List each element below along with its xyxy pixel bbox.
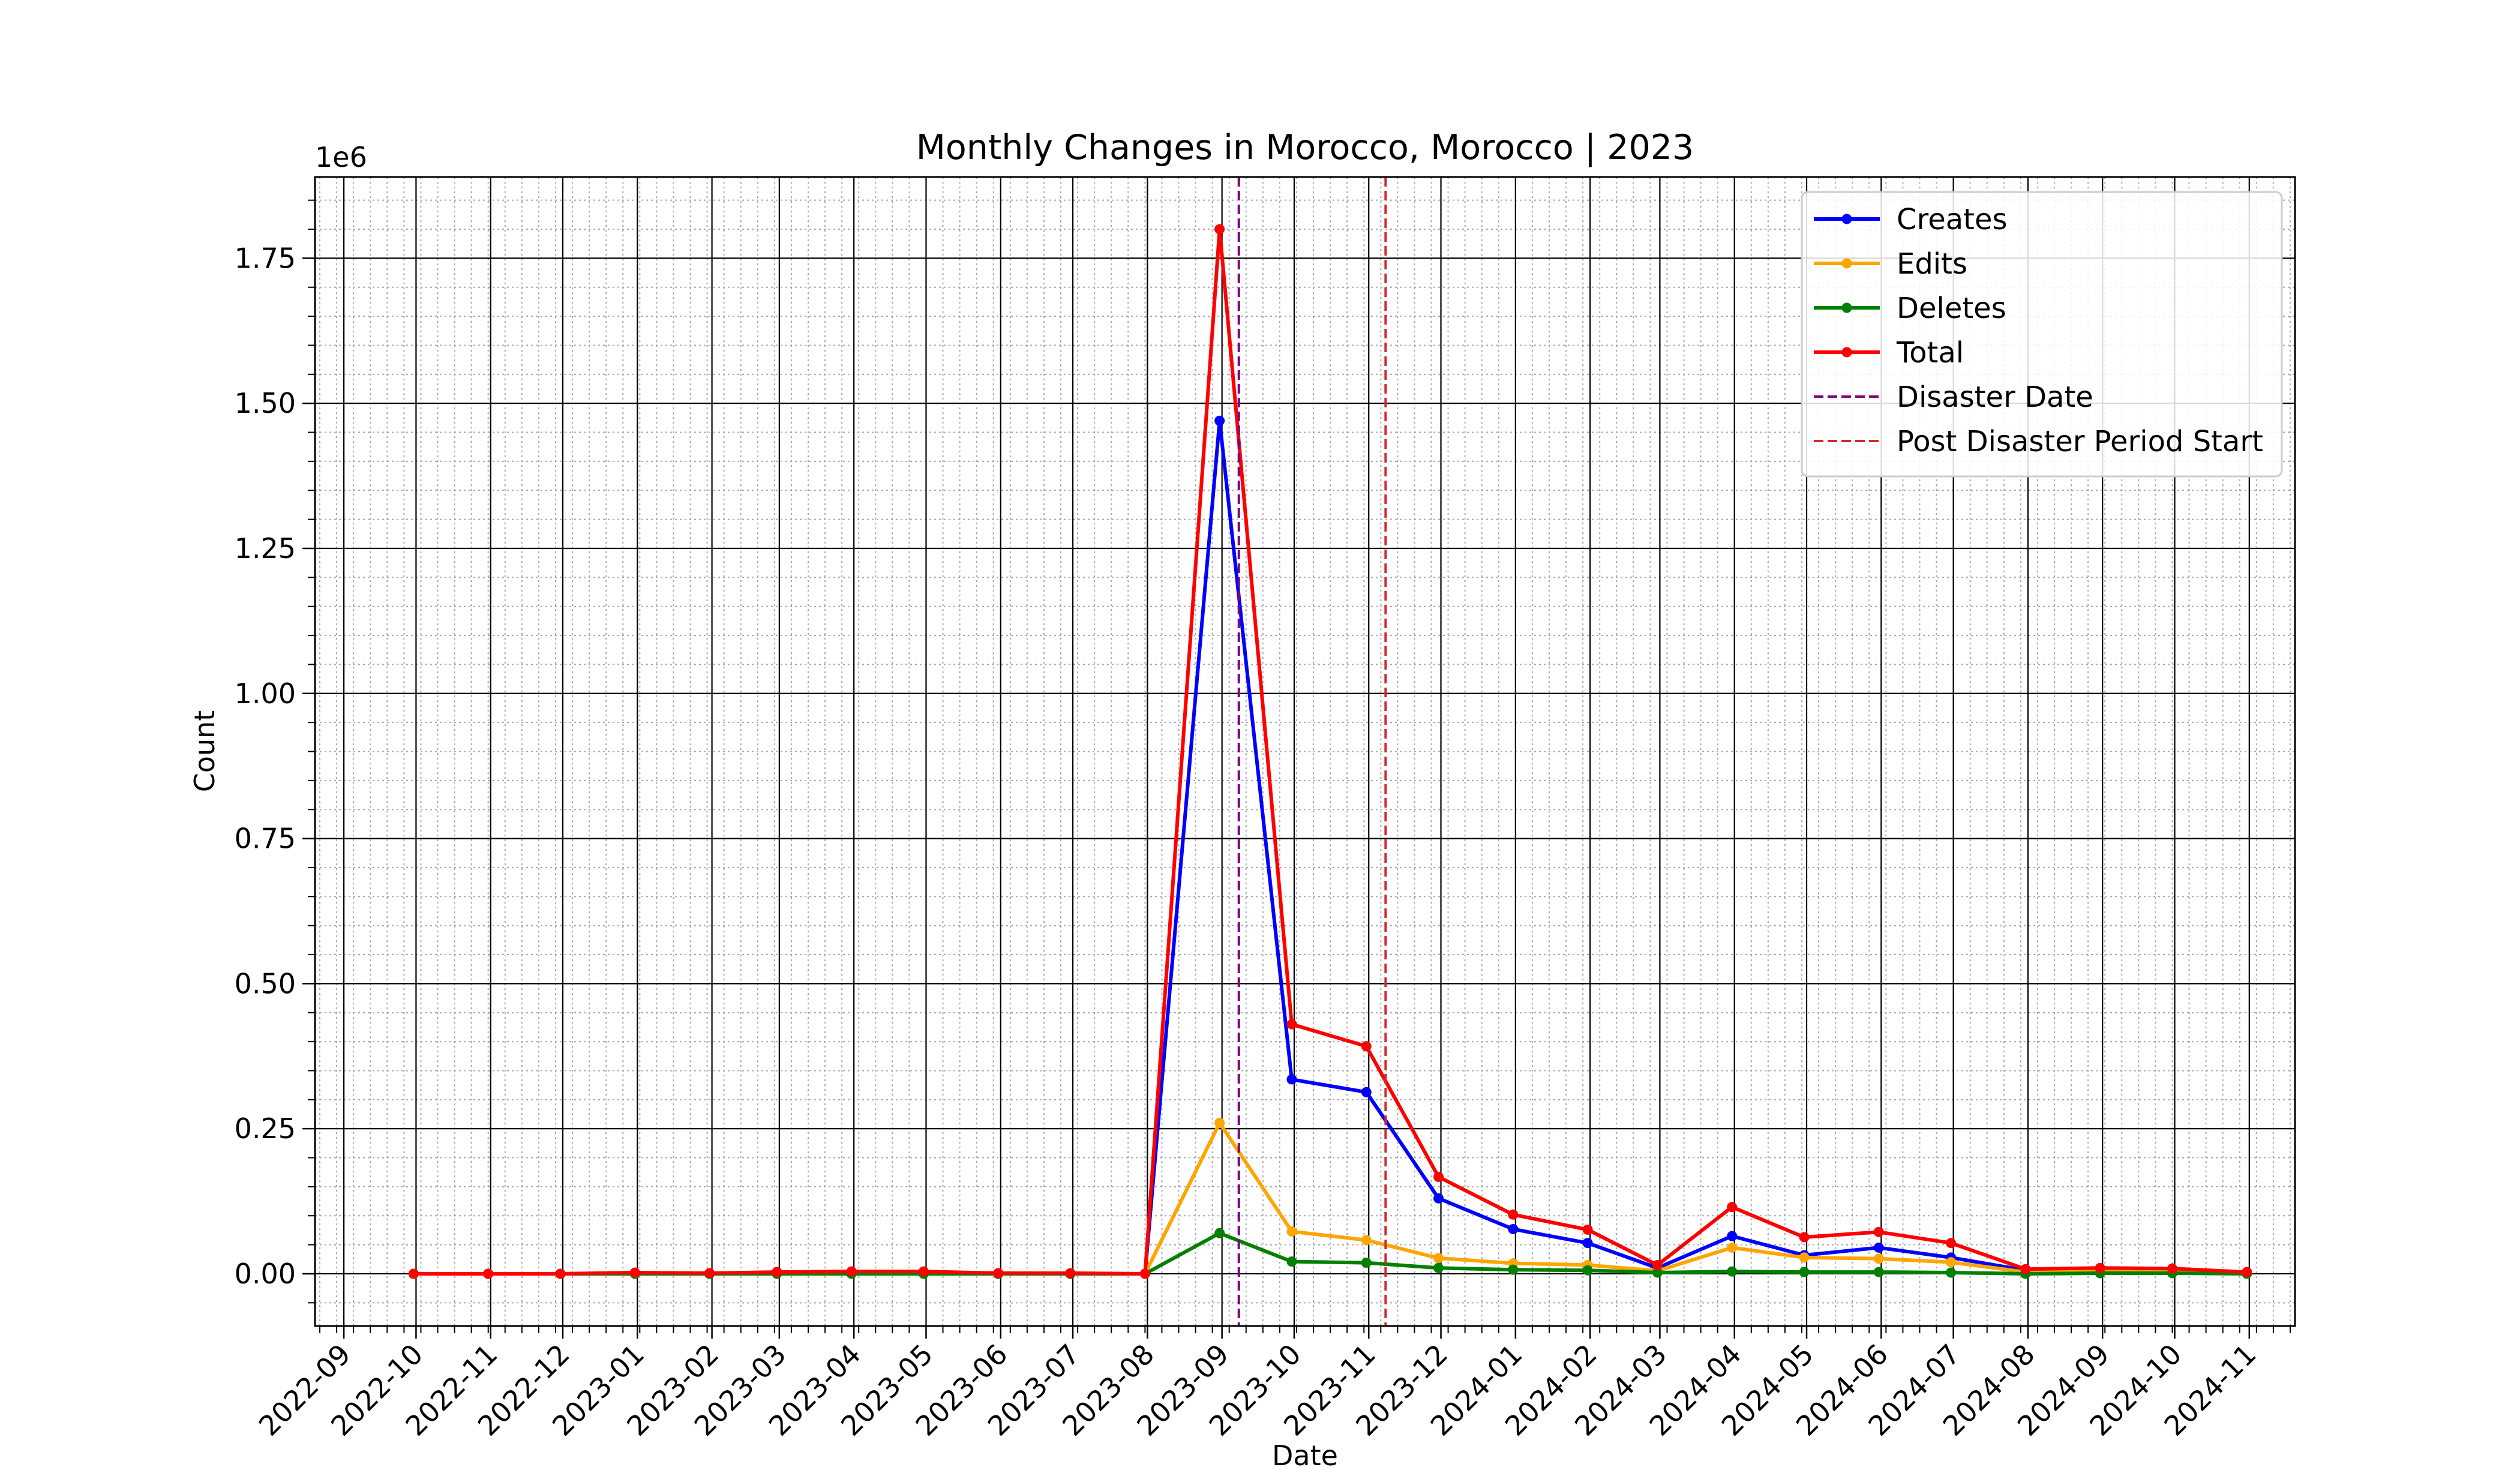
data-point-total [846,1266,857,1277]
legend-item-post-disaster-period-start: Post Disaster Period Start [1814,425,2263,458]
data-point-deletes [1361,1258,1372,1268]
legend-item-creates: Creates [1814,203,2008,236]
legend-label-total: Total [1896,336,1964,370]
series-layer [408,224,2252,1279]
data-point-deletes [1433,1262,1444,1273]
y-tick-label: 1.00 [235,677,296,710]
data-point-total [1873,1226,1884,1237]
data-point-total [772,1267,782,1277]
data-point-creates [1873,1242,1884,1253]
data-point-creates [1286,1074,1297,1085]
data-point-edits [1727,1242,1738,1253]
data-point-creates [1727,1231,1738,1241]
data-point-total [2095,1262,2105,1273]
y-tick-label: 1.50 [235,387,296,419]
data-point-total [1652,1259,1663,1270]
minor-grid [315,177,2295,1326]
data-point-edits [1361,1235,1372,1246]
legend-item-disaster-date: Disaster Date [1814,380,2093,414]
y-offset-label: 1e6 [315,141,367,173]
data-point-total [483,1268,494,1279]
data-point-deletes [1652,1267,1663,1278]
data-point-total [2020,1264,2031,1274]
data-point-edits [1286,1226,1297,1237]
data-point-total [1727,1202,1738,1213]
y-tick-label: 0.25 [235,1112,296,1145]
data-point-total [704,1268,715,1279]
y-axis-label: Count [188,710,221,793]
legend-label-post-disaster-period-start: Post Disaster Period Start [1897,425,2263,458]
data-point-total [1433,1171,1444,1182]
y-tick-label: 0.75 [235,823,296,855]
data-point-deletes [1727,1266,1738,1277]
y-tick-label: 1.75 [235,242,296,274]
data-point-deletes [1873,1267,1884,1277]
legend-item-deletes: Deletes [1814,292,2006,325]
data-point-total [1139,1268,1150,1279]
legend-label-deletes: Deletes [1897,292,2006,325]
data-point-total [1582,1224,1593,1235]
data-point-edits [1799,1252,1810,1263]
data-point-deletes [1286,1256,1297,1267]
data-point-total [2167,1263,2178,1274]
data-point-total [993,1268,1004,1279]
legend-item-edits: Edits [1814,247,1967,281]
data-point-creates [1508,1223,1519,1234]
legend-box [1801,191,2283,478]
data-point-edits [1433,1253,1444,1264]
data-point-total [408,1268,419,1279]
data-point-total [555,1268,566,1279]
series-total [408,224,2252,1279]
data-point-edits [1873,1253,1884,1264]
data-point-total [1946,1238,1957,1249]
y-tick-label: 0.50 [235,967,296,1000]
series-line-total [413,227,2247,1276]
legend-item-total: Total [1814,336,1964,370]
data-point-creates [1214,415,1225,426]
data-point-deletes [1508,1264,1519,1275]
data-point-total [1286,1019,1297,1030]
data-point-total [629,1267,640,1278]
y-tick-label: 1.25 [235,532,296,565]
vline-layer [1237,177,1387,1326]
chart-title: Monthly Changes in Morocco, Morocco | 20… [916,128,1694,167]
data-point-total [2242,1267,2252,1277]
data-point-total [1065,1268,1076,1279]
data-point-total [918,1266,929,1277]
data-point-creates [1433,1193,1444,1204]
data-point-creates [1582,1238,1593,1249]
legend-label-edits: Edits [1897,247,1967,281]
legend-label-disaster-date: Disaster Date [1897,380,2093,414]
legend-marker-creates [1841,214,1852,224]
data-point-total [1799,1232,1810,1243]
legend-label-creates: Creates [1897,203,2008,236]
data-point-deletes [1799,1267,1810,1277]
legend-marker-total [1841,347,1852,358]
data-point-total [1508,1209,1519,1220]
legend: Creates Edits Deletes Total Disaster Date Pos… [1801,191,2283,478]
data-point-deletes [1214,1228,1225,1238]
data-point-deletes [1946,1267,1957,1278]
y-axis-ticks: 0.00 0.25 0.50 0.75 1.00 1.25 1.50 1.75 [235,199,315,1304]
data-point-creates [1361,1087,1372,1097]
legend-marker-deletes [1841,302,1852,313]
data-point-total [1361,1041,1372,1052]
legend-marker-edits [1841,258,1852,269]
major-grid [315,177,2295,1326]
data-point-edits [1946,1257,1957,1268]
y-tick-label: 0.00 [235,1258,296,1290]
x-axis-label: Date [1272,1439,1338,1470]
data-point-total [1214,224,1225,235]
data-point-edits [1214,1117,1225,1128]
data-point-deletes [1582,1265,1593,1276]
